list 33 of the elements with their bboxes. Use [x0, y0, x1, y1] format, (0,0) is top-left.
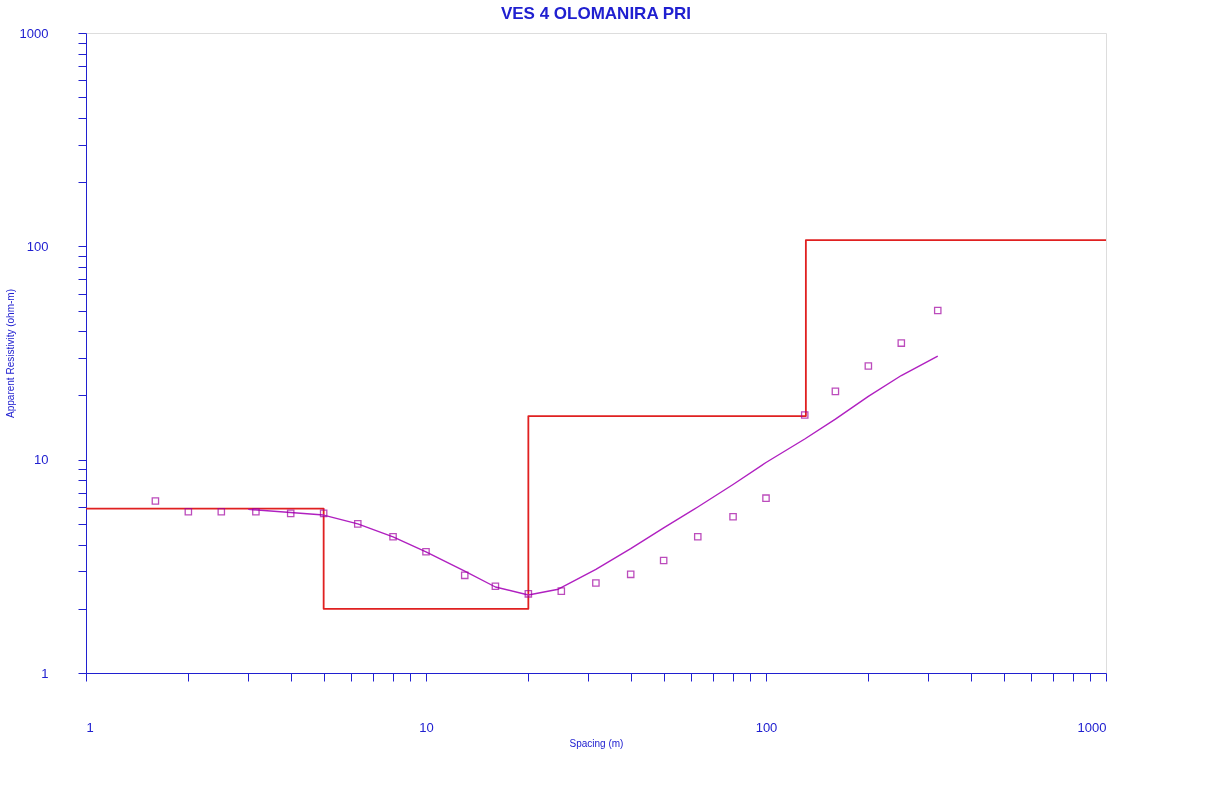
y-axis-title: Apparent Resistivity (ohm-m): [4, 289, 16, 418]
point: [864, 362, 873, 370]
point: [422, 547, 430, 556]
point: [762, 494, 770, 502]
point: [557, 587, 566, 595]
point: [319, 509, 328, 518]
point: [933, 306, 942, 315]
y-tick-label: 1000: [19, 25, 49, 41]
point: [184, 507, 193, 516]
point: [389, 532, 397, 541]
x-tick-label: 1: [86, 719, 94, 735]
point: [693, 532, 702, 541]
x-tick-label: 100: [755, 719, 778, 735]
chart-title: VES 4 OLOMANIRA PRI: [500, 4, 692, 23]
point: [286, 509, 295, 518]
point: [151, 497, 160, 505]
point: [659, 556, 668, 565]
point: [491, 582, 500, 591]
y-tick-label: 1: [41, 665, 49, 681]
x-tick-label: 1000: [1077, 719, 1107, 735]
point: [831, 387, 840, 396]
x-tick-label: 10: [419, 719, 434, 735]
x-axis-title: Spacing (m): [569, 737, 624, 749]
point: [729, 512, 737, 521]
point: [353, 520, 362, 528]
point: [897, 339, 906, 347]
point: [524, 590, 533, 598]
point: [626, 570, 635, 579]
point: [252, 507, 260, 516]
point: [217, 507, 226, 516]
y-tick-label: 10: [34, 452, 49, 468]
y-tick-label: 100: [26, 238, 49, 254]
point: [592, 579, 600, 587]
